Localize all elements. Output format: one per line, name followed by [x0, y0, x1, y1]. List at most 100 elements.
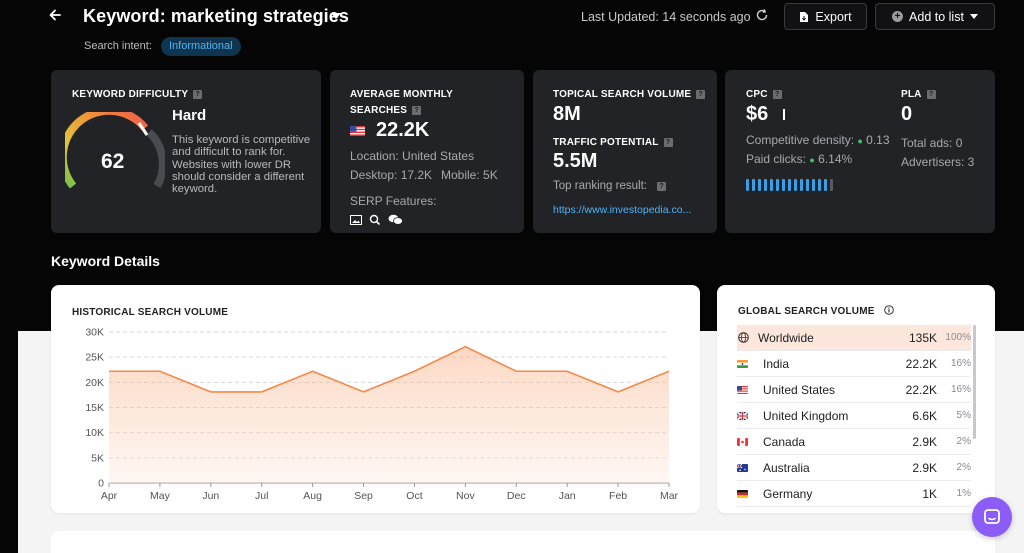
kd-label-row: KEYWORD DIFFICULTY? — [72, 89, 203, 100]
green-dot-icon: ● — [809, 155, 815, 165]
pla-value: 0 — [901, 103, 913, 125]
country-row[interactable]: Canada 2.9K 2% — [737, 429, 971, 455]
kd-rating: Hard — [172, 107, 207, 124]
info-icon[interactable] — [883, 305, 894, 315]
traffic-potential-label: TRAFFIC POTENTIAL — [553, 137, 659, 148]
help-icon[interactable]: ? — [696, 90, 706, 99]
flag-uk-icon — [737, 411, 748, 420]
keyword-dropdown-caret-icon[interactable] — [331, 13, 341, 19]
page-title: Keyword: marketing strategies — [83, 6, 349, 26]
global-volume-title: GLOBAL SEARCH VOLUME — [738, 306, 875, 317]
kd-score: 62 — [101, 150, 125, 173]
flag-us-icon — [350, 126, 365, 136]
country-name: India — [763, 356, 790, 371]
chat-bubbles-icon[interactable] — [388, 214, 403, 225]
country-row[interactable]: United States 22.2K 16% — [737, 377, 971, 403]
country-name: United States — [763, 382, 836, 397]
y-tick-label: 10K — [85, 427, 104, 439]
top-ranking-url-link[interactable]: https://www.investopedia.co... — [553, 204, 692, 216]
cpc-label: CPC — [746, 89, 768, 100]
country-percent: 5% — [956, 410, 971, 421]
density-bar-segment — [782, 179, 785, 191]
image-icon[interactable] — [350, 214, 362, 225]
cpc-label-row: CPC? — [746, 89, 782, 100]
plus-icon: + — [892, 11, 904, 22]
country-volume: 2.9K — [912, 434, 937, 449]
y-tick-label: 0 — [98, 478, 104, 490]
x-tick-label: Jul — [255, 490, 268, 502]
refresh-icon[interactable] — [755, 8, 769, 22]
paid-clicks-row: Paid clicks: ● 6.14% — [746, 152, 852, 166]
country-row[interactable]: Germany 1K 1% — [737, 481, 971, 507]
help-icon[interactable]: ? — [926, 90, 936, 99]
density-bar-segment — [788, 179, 791, 191]
density-bar-segment — [770, 179, 773, 191]
country-percent: 16% — [950, 358, 971, 369]
flag-australia-icon — [737, 463, 748, 472]
export-button[interactable]: Export — [784, 3, 867, 30]
x-tick-label: Oct — [406, 490, 422, 502]
density-bar-segment — [758, 179, 761, 191]
x-tick-label: Sep — [354, 490, 373, 502]
country-row[interactable]: Australia 2.9K 2% — [737, 455, 971, 481]
x-tick-label: Feb — [609, 490, 627, 502]
cpc-mini-bar — [783, 109, 785, 120]
traffic-label-row: TRAFFIC POTENTIAL? — [553, 137, 673, 148]
help-icon[interactable]: ? — [656, 182, 666, 191]
chat-support-button[interactable] — [972, 497, 1012, 537]
density-bar-segment — [830, 179, 833, 191]
help-icon[interactable]: ? — [193, 90, 203, 99]
global-volume-panel: GLOBAL SEARCH VOLUME Worldwide 135K 100% In… — [717, 285, 995, 513]
traffic-potential-value: 5.5M — [553, 150, 598, 172]
country-percent: 2% — [956, 462, 971, 473]
help-icon[interactable]: ? — [412, 106, 422, 115]
country-volume: 22.2K — [905, 356, 937, 371]
density-bar-segment — [776, 179, 779, 191]
worldwide-row[interactable]: Worldwide 135K 100% — [737, 325, 971, 351]
serp-features-icons — [350, 214, 403, 225]
flag-us-icon — [737, 385, 748, 394]
monthly-label-line1: AVERAGE MONTHLY — [350, 89, 454, 100]
paid-clicks-label: Paid clicks: — [746, 152, 807, 166]
location-text: Location: United States — [350, 149, 475, 163]
chart-series-line — [109, 345, 670, 393]
historical-volume-panel: HISTORICAL SEARCH VOLUME 0 5K 10K 15K 20K 25K… — [51, 285, 700, 513]
paid-clicks-value: 6.14% — [818, 152, 853, 166]
monthly-searches-card: AVERAGE MONTHLY SEARCHES? 22.2K Location… — [330, 70, 524, 233]
topical-volume-card: TOPICAL SEARCH VOLUME? 8M TRAFFIC POTENT… — [533, 70, 717, 233]
search-intent-label: Search intent: — [84, 40, 152, 52]
chart-area-fill — [109, 346, 669, 483]
x-tick-label: Mar — [660, 490, 679, 502]
country-row[interactable]: United Kingdom 6.6K 5% — [737, 403, 971, 429]
top-ranking-label: Top ranking result: — [553, 180, 647, 192]
global-volume-scrollbar[interactable] — [973, 325, 976, 439]
export-file-icon — [800, 11, 809, 22]
last-updated-text: Last Updated: 14 seconds ago — [581, 10, 751, 24]
global-volume-title-row: GLOBAL SEARCH VOLUME — [738, 305, 894, 317]
help-icon[interactable]: ? — [663, 138, 673, 147]
keyword-details-title: Keyword Details — [51, 253, 160, 269]
country-name: Australia — [763, 460, 810, 475]
density-bar-segment — [752, 179, 755, 191]
country-name: Canada — [763, 434, 806, 449]
globe-icon — [738, 332, 749, 343]
left-edge-strip — [0, 331, 18, 553]
monthly-searches-value: 22.2K — [376, 119, 430, 141]
competitive-density-label: Competitive density: — [746, 133, 855, 147]
keyword-difficulty-card: KEYWORD DIFFICULTY? 62 Hard This keyword… — [51, 70, 321, 233]
help-icon[interactable]: ? — [772, 90, 782, 99]
y-tick-label: 15K — [85, 402, 104, 414]
add-to-list-button[interactable]: + Add to list — [875, 3, 995, 30]
chat-icon — [984, 509, 1000, 524]
back-arrow-icon[interactable] — [48, 8, 66, 26]
x-tick-label: Aug — [303, 490, 322, 502]
search-icon[interactable] — [369, 214, 381, 225]
serp-features-label: SERP Features: — [350, 194, 437, 208]
density-bar-segment — [812, 179, 815, 191]
country-volume: 6.6K — [912, 408, 937, 423]
country-row[interactable]: India 22.2K 16% — [737, 351, 971, 377]
monthly-label-line2: SEARCHES — [350, 105, 408, 116]
advertisers-text: Advertisers: 3 — [901, 155, 975, 169]
x-tick-label: May — [150, 490, 171, 502]
density-bar-segment — [800, 179, 803, 191]
